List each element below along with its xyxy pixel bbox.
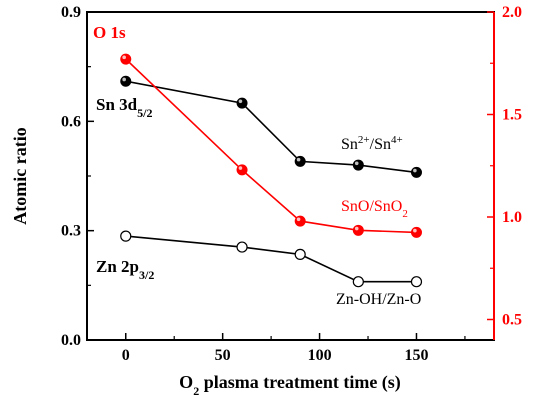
y-right-tick-label: 2.0	[502, 4, 522, 21]
data-point	[236, 241, 248, 253]
series-line	[125, 80, 417, 174]
data-point-highlight	[122, 77, 126, 82]
annotation-zn-2p: Zn 2p3/2	[96, 257, 154, 282]
data-point	[294, 248, 306, 260]
data-point-highlight	[413, 228, 417, 233]
annotation-sn-ratio: Sn2+/Sn4+	[341, 134, 403, 153]
data-point	[352, 276, 364, 288]
series-line	[125, 235, 417, 283]
y-right-tick-label: 0.5	[502, 312, 522, 329]
series-layer	[120, 53, 423, 288]
x-tick-label: 0	[122, 347, 130, 364]
data-point-highlight	[354, 226, 359, 231]
data-point-highlight	[354, 161, 359, 166]
data-point	[236, 164, 248, 176]
data-point	[294, 215, 306, 227]
data-point-highlight	[296, 157, 301, 162]
y-axis-title-left: Atomic ratio	[10, 127, 30, 224]
y-right-tick-label: 1.5	[502, 107, 522, 124]
x-tick-label: 50	[215, 347, 231, 364]
data-point	[410, 226, 422, 238]
y-left-tick-label: 0.3	[61, 223, 81, 240]
data-point-highlight	[238, 166, 243, 170]
data-point-highlight	[122, 55, 126, 60]
data-point	[120, 53, 132, 65]
data-point	[410, 166, 422, 178]
data-point	[352, 224, 364, 236]
annotation-sno-sno2: SnO/SnO2	[341, 198, 408, 220]
x-tick-label: 100	[308, 347, 332, 364]
data-point	[352, 159, 364, 171]
plot-frame	[86, 11, 495, 341]
annotation-zn-ratio: Zn-OH/Zn-O	[336, 291, 421, 308]
annotation-o1s: O 1s	[93, 23, 126, 42]
y-right-tick-label: 1.0	[502, 209, 522, 226]
data-point-highlight	[238, 99, 243, 104]
data-point	[120, 75, 132, 87]
data-point	[294, 155, 306, 167]
data-point	[120, 230, 132, 242]
data-point-highlight	[296, 217, 301, 222]
x-axis-title: O2 plasma treatment time (s)	[179, 372, 401, 398]
y-left-tick-label: 0.0	[61, 332, 81, 349]
y-left-tick-label: 0.6	[61, 113, 81, 130]
y-left-tick-label: 0.9	[61, 4, 81, 21]
annotation-sn-3d: Sn 3d5/2	[96, 95, 152, 120]
data-point	[410, 276, 423, 288]
x-tick-label: 150	[404, 347, 428, 364]
ticks-layer: 0 50 100 150 0.0 0.3 0.6 0.9 0.5 1.0 1.5 2.0	[61, 4, 522, 364]
data-point-highlight	[413, 168, 417, 173]
data-point	[236, 97, 248, 109]
